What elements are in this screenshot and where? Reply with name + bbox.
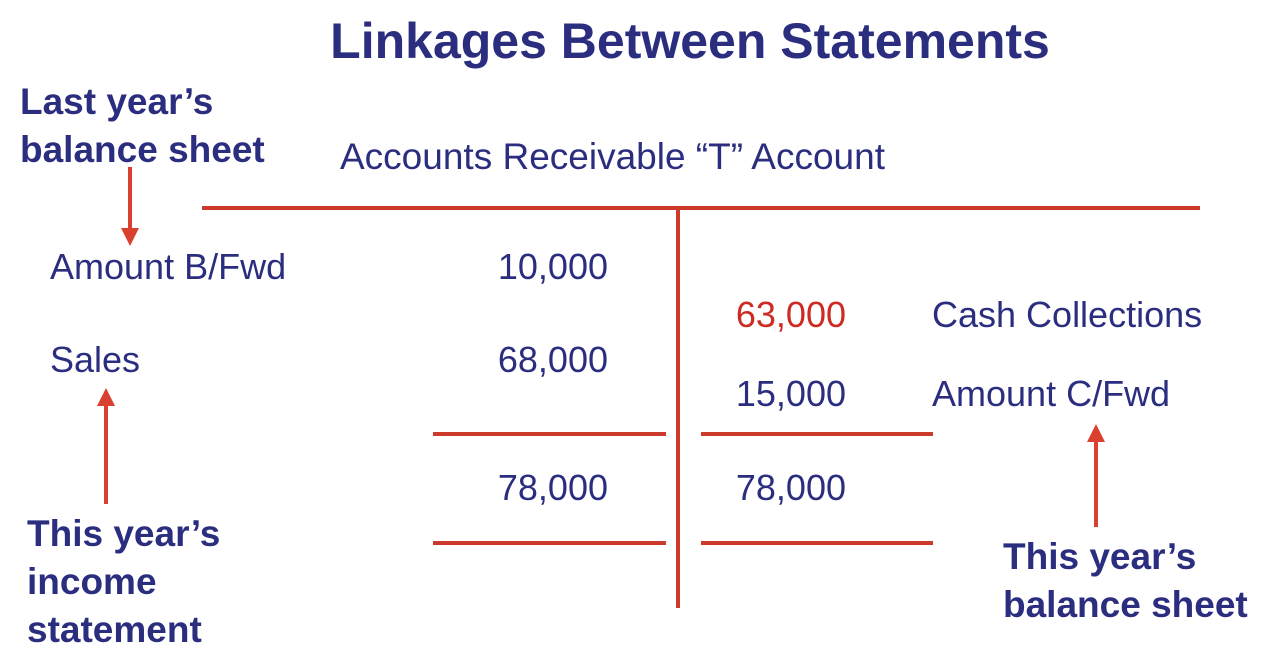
credit-entry-label: Amount C/Fwd: [932, 373, 1171, 414]
last-year-balance-sheet-label: Last year’s balance sheet: [20, 78, 265, 174]
credit-entry-amount: 63,000: [735, 294, 846, 335]
t-account-heading: Accounts Receivable “T” Account: [340, 136, 885, 177]
credit-entry-amount: 15,000: [735, 373, 846, 414]
income-label-line1: This year’s: [27, 513, 221, 554]
last-year-label-line2: balance sheet: [20, 129, 265, 170]
down-arrow-icon: [121, 167, 139, 246]
page-title: Linkages Between Statements: [330, 13, 1050, 69]
debit-entry-amount: 68,000: [497, 339, 608, 380]
debit-total-line: [433, 541, 666, 545]
debit-entry-label: Amount B/Fwd: [50, 246, 287, 287]
debit-subtotal-line: [433, 432, 666, 436]
income-label-line2: income: [27, 561, 157, 602]
credit-subtotal-line: [701, 432, 933, 436]
debit-entry-label: Sales: [50, 339, 141, 380]
last-year-label-line1: Last year’s: [20, 81, 214, 122]
this-year-balance-sheet-label: This year’s balance sheet: [1003, 533, 1248, 629]
t-account-center-line: [676, 208, 680, 608]
this-year-income-statement-label: This year’s income statement: [27, 510, 220, 654]
balance-label-line2: balance sheet: [1003, 584, 1248, 625]
up-arrow-icon: [97, 388, 115, 504]
debit-total: 78,000: [497, 467, 608, 508]
credit-total-line: [701, 541, 933, 545]
credit-total: 78,000: [735, 467, 846, 508]
up-arrow-icon: [1087, 424, 1105, 527]
credit-entry-label: Cash Collections: [932, 294, 1203, 335]
debit-entry-amount: 10,000: [497, 246, 608, 287]
balance-label-line1: This year’s: [1003, 536, 1197, 577]
income-label-line3: statement: [27, 609, 202, 650]
t-account-top-line: [202, 206, 1200, 210]
